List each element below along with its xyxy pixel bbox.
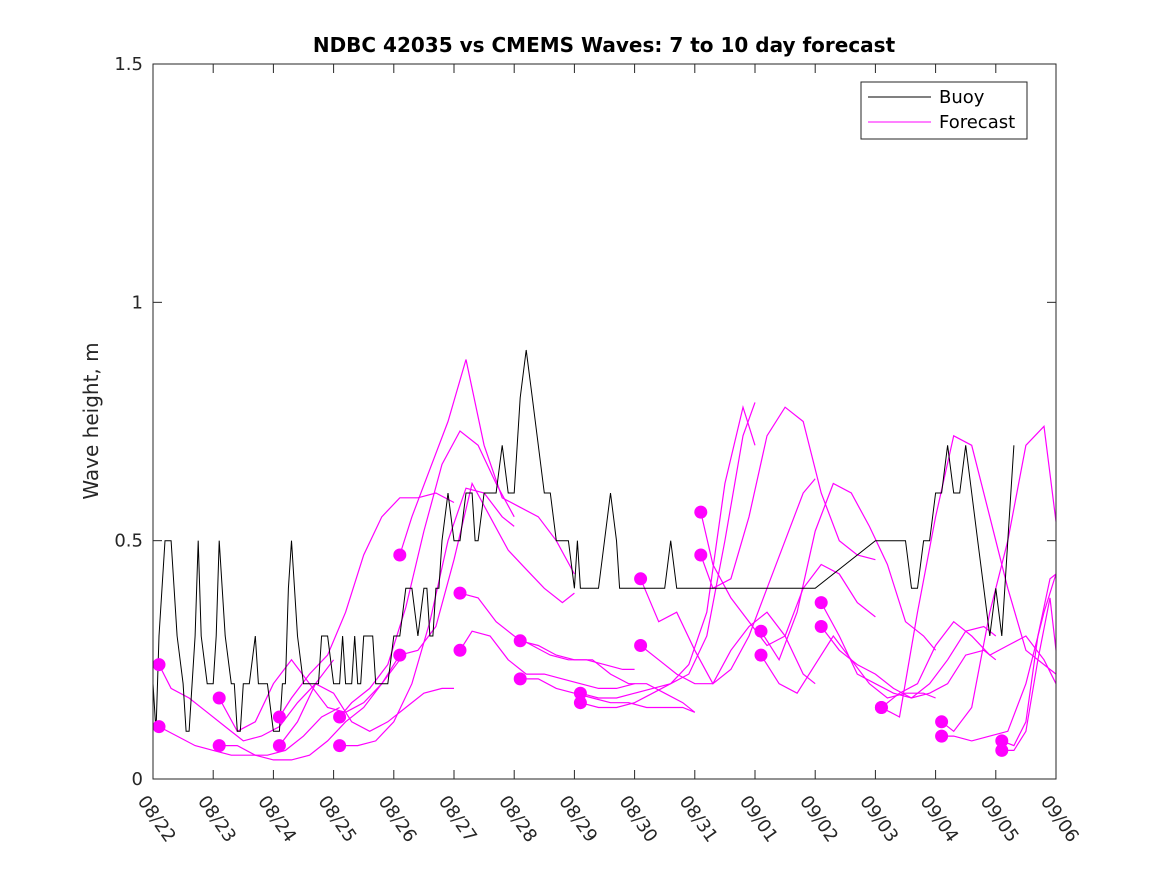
y-tick-label: 0 bbox=[132, 769, 143, 790]
y-axis-label: Wave height, m bbox=[79, 342, 103, 499]
forecast-start-dot-19 bbox=[694, 548, 708, 562]
forecast-start-dot-17 bbox=[634, 639, 648, 652]
forecast-line-7 bbox=[339, 487, 515, 747]
forecast-line-24 bbox=[881, 434, 1057, 718]
chart-title: NDBC 42035 vs CMEMS Waves: 7 to 10 day f… bbox=[313, 33, 896, 57]
forecast-line-10 bbox=[459, 592, 635, 671]
forecast-start-dot-21 bbox=[754, 648, 768, 662]
y-tick-label: 1 bbox=[132, 292, 143, 313]
forecast-line-26 bbox=[941, 424, 1057, 733]
forecast-series-layer bbox=[158, 359, 1057, 761]
plot-background bbox=[153, 64, 1056, 779]
forecast-line-19 bbox=[700, 406, 876, 590]
y-tick-label: 1.5 bbox=[114, 54, 143, 75]
forecast-start-dot-10 bbox=[453, 586, 467, 600]
forecast-start-dot-15 bbox=[573, 696, 587, 710]
forecast-start-dot-26 bbox=[935, 715, 949, 729]
forecast-start-dot-23 bbox=[814, 620, 828, 633]
forecast-start-dot-3 bbox=[212, 739, 226, 753]
forecast-start-dot-13 bbox=[513, 672, 527, 686]
plot-area bbox=[152, 64, 1057, 779]
forecast-line-1 bbox=[158, 706, 340, 756]
forecast-start-dot-28 bbox=[995, 734, 1009, 748]
forecast-line-20 bbox=[760, 482, 937, 662]
forecast-line-8 bbox=[399, 359, 575, 575]
forecast-start-dot-9 bbox=[393, 648, 407, 662]
buoy-line bbox=[152, 349, 1015, 732]
legend-forecast-label: Forecast bbox=[939, 112, 1015, 133]
legend-box bbox=[860, 81, 1028, 140]
forecast-start-dot-8 bbox=[393, 548, 407, 562]
forecast-line-17 bbox=[640, 611, 816, 685]
forecast-line-12 bbox=[520, 640, 696, 713]
forecast-line-3 bbox=[219, 654, 401, 761]
forecast-start-dot-29 bbox=[995, 743, 1009, 757]
legend-buoy-label: Buoy bbox=[939, 87, 985, 108]
forecast-start-dot-7 bbox=[333, 739, 347, 753]
forecast-line-0 bbox=[158, 659, 335, 742]
forecast-line-16 bbox=[640, 478, 816, 685]
forecast-start-dot-18 bbox=[694, 505, 708, 519]
buoy-series-layer bbox=[152, 349, 1015, 732]
forecast-start-dot-16 bbox=[634, 572, 648, 586]
forecast-line-25 bbox=[881, 620, 1057, 708]
forecast-start-dot-6 bbox=[333, 710, 347, 724]
forecast-start-dot-1 bbox=[152, 720, 166, 734]
forecast-line-23 bbox=[820, 626, 997, 699]
forecast-start-dot-20 bbox=[754, 624, 768, 638]
forecast-start-dot-5 bbox=[272, 739, 286, 753]
forecast-line-11 bbox=[459, 630, 635, 690]
y-tick-label: 0.5 bbox=[114, 531, 143, 552]
forecast-start-dot-2 bbox=[212, 691, 226, 705]
forecast-line-28 bbox=[1001, 573, 1057, 747]
forecast-start-dot-0 bbox=[152, 658, 166, 672]
forecast-start-dot-12 bbox=[513, 634, 527, 648]
forecast-line-13 bbox=[520, 678, 696, 713]
forecast-start-markers bbox=[152, 505, 1009, 757]
forecast-start-dot-27 bbox=[935, 729, 949, 743]
forecast-line-5 bbox=[278, 682, 454, 746]
forecast-start-dot-11 bbox=[453, 643, 467, 657]
forecast-line-6 bbox=[339, 430, 515, 718]
forecast-line-29 bbox=[1001, 597, 1057, 752]
forecast-start-dot-22 bbox=[814, 596, 828, 610]
forecast-line-15 bbox=[580, 402, 756, 709]
forecast-line-18 bbox=[700, 511, 876, 647]
forecast-start-dot-4 bbox=[272, 710, 286, 724]
legend: Buoy Forecast bbox=[860, 81, 1028, 140]
forecast-start-dot-14 bbox=[573, 686, 587, 700]
forecast-start-dot-25 bbox=[874, 701, 888, 714]
axes-box bbox=[152, 63, 1057, 780]
